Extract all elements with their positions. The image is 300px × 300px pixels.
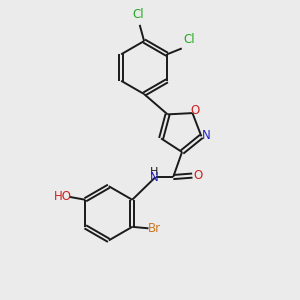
Text: H: H (150, 167, 158, 177)
Text: N: N (202, 129, 211, 142)
Text: N: N (150, 171, 158, 184)
Text: HO: HO (54, 190, 72, 203)
Text: O: O (190, 103, 200, 117)
Text: Cl: Cl (183, 33, 195, 46)
Text: O: O (194, 169, 203, 182)
Text: Br: Br (148, 222, 161, 235)
Text: Cl: Cl (132, 8, 144, 21)
